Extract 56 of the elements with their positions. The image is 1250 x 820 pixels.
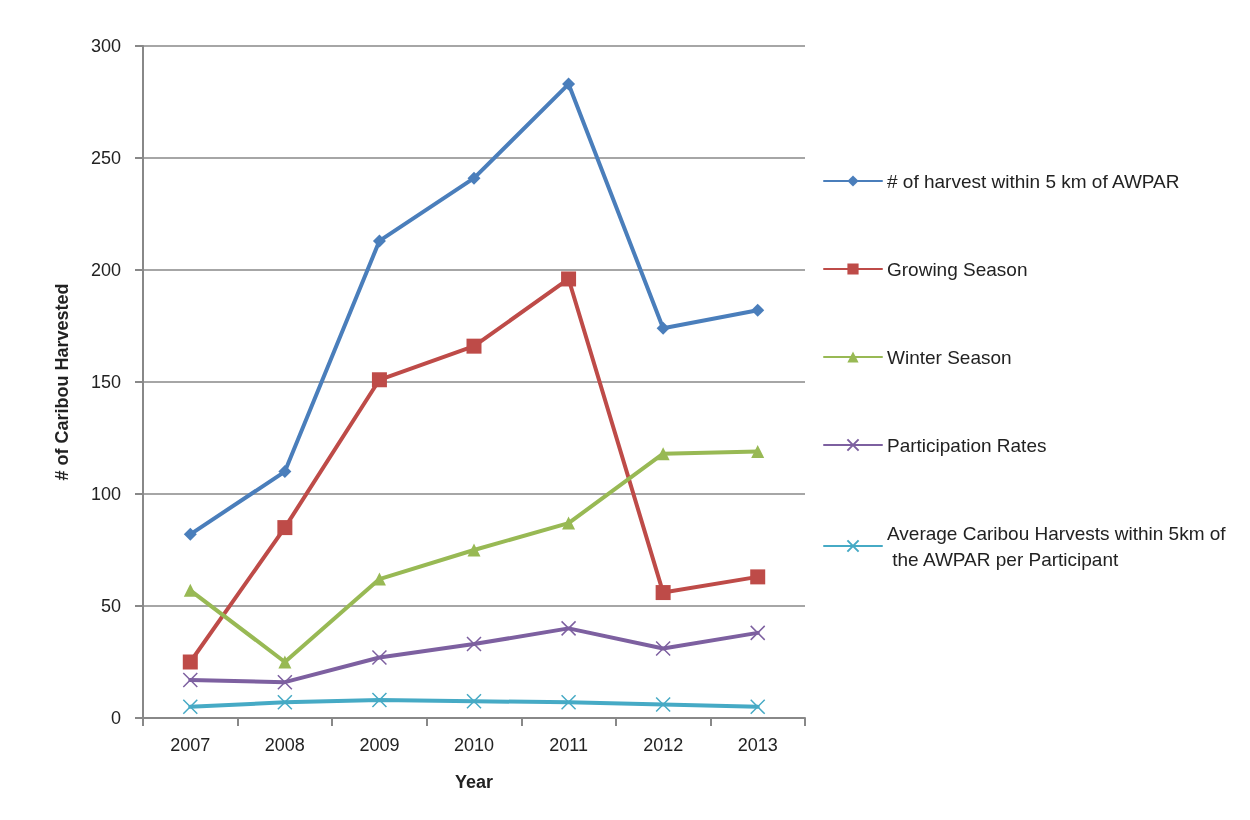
point: [372, 234, 386, 248]
legend-label: Participation Rates: [887, 434, 1047, 456]
legend-label: Growing Season: [887, 258, 1028, 280]
point: [278, 465, 292, 479]
x-tick-label: 2008: [264, 735, 305, 755]
y-tick-label: 50: [100, 596, 121, 616]
point: [749, 625, 766, 641]
x-tick-label: 2009: [359, 735, 400, 755]
point: [183, 527, 197, 541]
point: [562, 77, 576, 91]
point: [371, 372, 387, 388]
point: [561, 271, 577, 287]
legend-label: Average Caribou Harvests within 5km of the AWPAR per Participant: [887, 522, 1227, 570]
point: [466, 338, 482, 354]
point: [751, 303, 765, 317]
x-tick-label: 2007: [170, 735, 211, 755]
point: [750, 569, 766, 585]
point: [371, 692, 388, 708]
point: [372, 572, 386, 586]
point: [655, 585, 671, 601]
y-tick-label: 200: [90, 260, 121, 280]
point: [656, 321, 670, 335]
y-tick-label: 250: [90, 148, 121, 168]
point: [751, 444, 765, 458]
point: [182, 672, 199, 688]
point: [656, 447, 670, 461]
point: [277, 674, 293, 690]
point: [562, 516, 576, 530]
point: [183, 583, 197, 597]
point: [466, 693, 482, 709]
point: [560, 694, 577, 711]
point: [182, 654, 198, 670]
x-tick-label: 2012: [643, 735, 684, 755]
x-tick-label: 2013: [737, 735, 778, 755]
point: [466, 636, 482, 652]
point: [277, 694, 293, 711]
x-tick-label: 2010: [453, 735, 495, 755]
point: [371, 649, 388, 666]
legend-label: # of harvest within 5 km of AWPAR: [887, 170, 1180, 192]
legend-label: Winter Season: [887, 346, 1012, 368]
y-tick-label: 0: [110, 708, 121, 728]
point: [560, 620, 577, 637]
point: [655, 640, 671, 657]
x-axis-title: Year: [454, 772, 494, 792]
point: [277, 520, 293, 536]
y-axis-title: # of Caribou Harvested: [52, 283, 72, 481]
y-tick-label: 300: [90, 36, 121, 56]
point: [749, 699, 766, 715]
point: [182, 699, 199, 715]
point: [467, 543, 481, 557]
y-tick-label: 150: [90, 372, 121, 392]
x-tick-label: 2011: [549, 735, 588, 755]
point: [278, 655, 292, 669]
point: [655, 696, 671, 713]
point: [467, 171, 481, 185]
y-tick-label: 100: [90, 484, 121, 504]
